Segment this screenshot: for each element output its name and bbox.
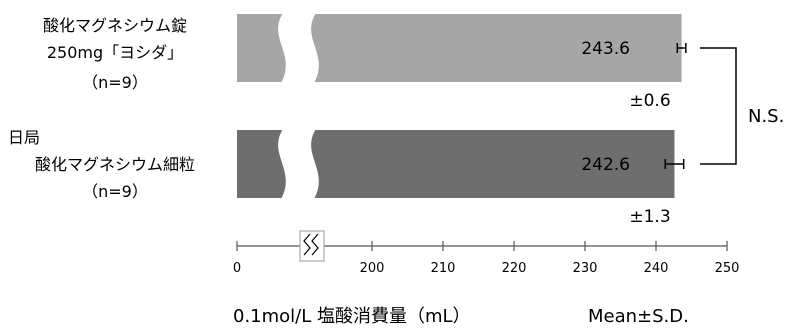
axis-break-marker: [278, 13, 319, 83]
value-label: 242.6: [581, 155, 630, 175]
x-tick-label: 240: [644, 261, 669, 276]
x-tick-label: 210: [431, 261, 456, 276]
stat-note: Mean±S.D.: [588, 306, 689, 327]
axis-break-squiggle: [311, 233, 319, 256]
x-tick-label: 200: [360, 261, 385, 276]
category-label-line: （n=9）: [82, 182, 148, 201]
axis-break-box: [299, 230, 325, 262]
value-label: 243.6: [581, 39, 630, 59]
x-tick-label: 250: [715, 261, 740, 276]
bars: 243.6 ±0.6 242.6 ±1.3: [237, 13, 687, 227]
x-tick-label: 220: [502, 261, 527, 276]
category-label-line: 250mg「ヨシダ」: [47, 43, 183, 62]
sd-label: ±0.6: [629, 91, 670, 111]
category-label-line: 日局: [8, 128, 40, 147]
x-axis-label: 0.1mol/L 塩酸消費量（mL）: [233, 306, 471, 327]
x-tick-label: 230: [573, 261, 598, 276]
significance-label: N.S.: [748, 106, 784, 127]
category-label-line: 酸化マグネシウム細粒: [35, 155, 195, 174]
category-label-line: （n=9）: [82, 73, 148, 92]
significance-bracket: N.S.: [700, 47, 784, 165]
category-label-line: 酸化マグネシウム錠: [43, 16, 187, 35]
axis-break-marker: [278, 129, 319, 199]
x-tick-label: 0: [233, 261, 241, 276]
axis-break-squiggle: [303, 233, 311, 256]
x-axis: 0 200 210 220 230 240 250: [233, 230, 740, 276]
bracket-line: [700, 47, 737, 165]
sd-label: ±1.3: [629, 207, 670, 227]
